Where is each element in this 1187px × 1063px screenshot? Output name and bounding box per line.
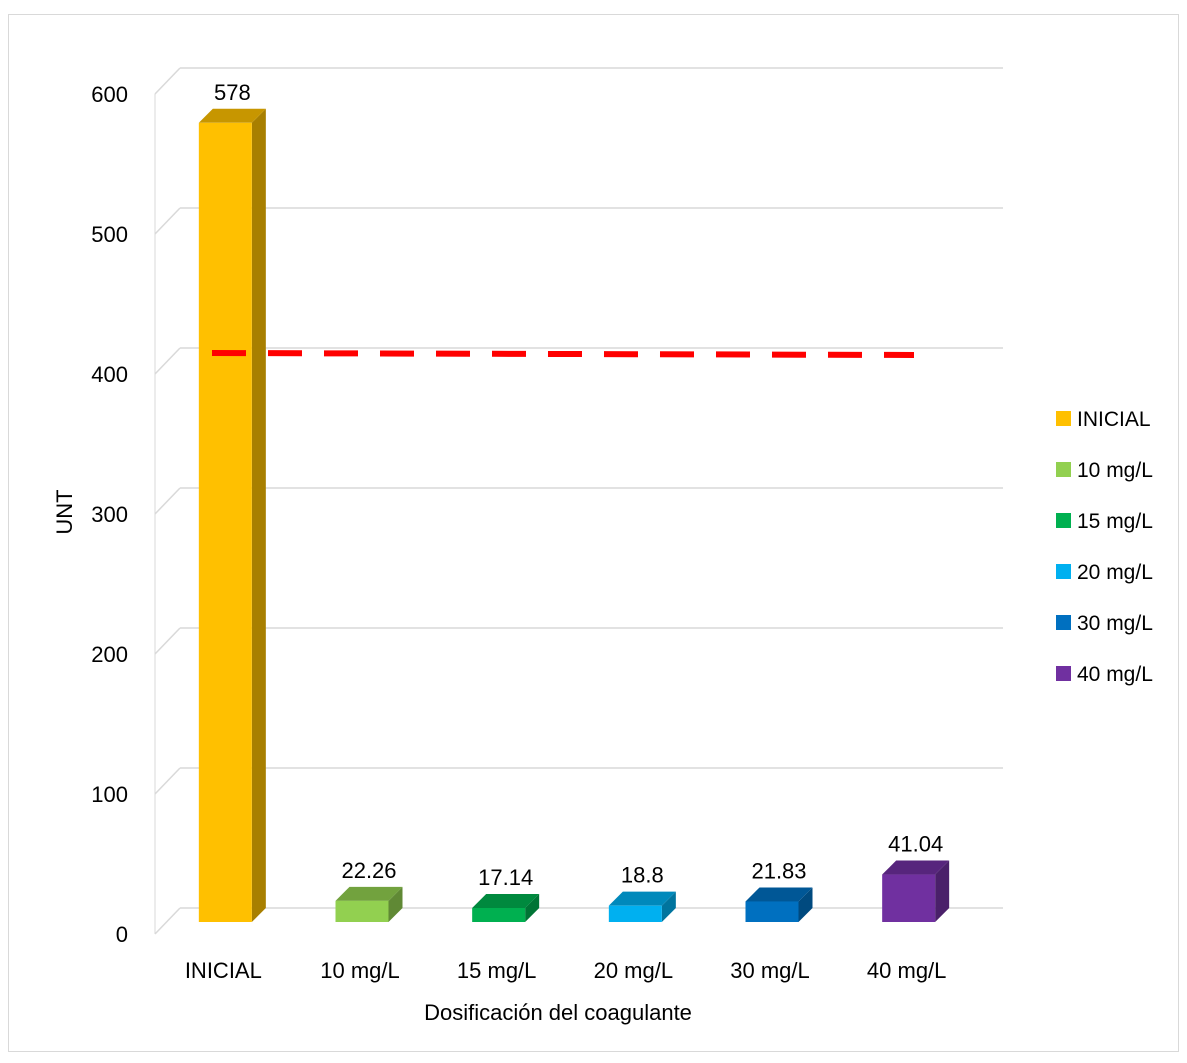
gridline-diagonal	[154, 207, 181, 235]
bar-top	[472, 894, 540, 909]
gridline-diagonal	[154, 627, 181, 655]
category-labels: INICIAL 10 mg/L 15 mg/L 20 mg/L 30 mg/L 40 mg…	[185, 958, 947, 983]
data-label: 17.14	[478, 865, 533, 890]
y-axis-title: UNT	[52, 489, 77, 534]
data-label: 22.26	[341, 858, 396, 883]
legend-swatch	[1056, 462, 1071, 477]
legend-label: 30 mg/L	[1077, 612, 1153, 635]
bar-front	[882, 874, 936, 922]
gridline-diagonal	[154, 907, 181, 935]
category-label: 20 mg/L	[594, 958, 674, 983]
bars	[198, 108, 950, 923]
bar-5	[882, 860, 950, 922]
category-label: 10 mg/L	[320, 958, 400, 983]
bar-0	[198, 108, 266, 923]
legend-swatch	[1056, 411, 1071, 426]
bar-2	[472, 894, 540, 922]
legend-label: INICIAL	[1077, 408, 1151, 431]
data-labels: 578 22.26 17.14 18.8 21.83 41.04	[214, 80, 943, 890]
legend-swatch	[1056, 564, 1071, 579]
bar-top	[882, 860, 950, 875]
legend-swatch	[1056, 513, 1071, 528]
category-label: INICIAL	[185, 958, 262, 983]
legend-label: 40 mg/L	[1077, 663, 1153, 686]
bar-top	[335, 886, 403, 901]
legend-label: 20 mg/L	[1077, 561, 1153, 584]
category-label: 30 mg/L	[730, 958, 810, 983]
y-tick-label: 500	[91, 222, 128, 247]
y-tick-label: 100	[91, 782, 128, 807]
legend-swatch	[1056, 666, 1071, 681]
bar-top	[608, 891, 676, 906]
bar-side	[251, 108, 266, 923]
data-label: 578	[214, 80, 251, 105]
bar-side	[388, 886, 403, 922]
data-label: 18.8	[621, 863, 664, 888]
bar-1	[335, 886, 403, 922]
bar-front	[335, 900, 389, 922]
bar-side	[798, 887, 813, 922]
category-label: 15 mg/L	[457, 958, 537, 983]
bar-front	[745, 901, 799, 922]
bar-front	[198, 122, 252, 923]
gridline-diagonal	[154, 67, 181, 95]
y-tick-label: 0	[116, 922, 128, 947]
gridlines	[154, 67, 1003, 935]
bar-side	[525, 894, 540, 922]
bar-top	[745, 887, 813, 902]
y-tick-label: 600	[91, 82, 128, 107]
gridline-diagonal	[154, 487, 181, 515]
bar-side	[661, 891, 676, 922]
reference-line	[211, 350, 915, 358]
bar-front	[472, 908, 526, 922]
x-axis-title: Dosificación del coagulante	[424, 1000, 692, 1025]
y-tick-label: 400	[91, 362, 128, 387]
legend: INICIAL 10 mg/L 15 mg/L 20 mg/L 30 mg/L 40 mg…	[1056, 408, 1153, 686]
reference-line-group	[211, 350, 915, 358]
data-label: 41.04	[888, 832, 943, 857]
y-tick-label: 300	[91, 502, 128, 527]
legend-label: 15 mg/L	[1077, 510, 1153, 533]
bar-side	[935, 860, 950, 922]
gridline-diagonal	[154, 347, 181, 375]
category-label: 40 mg/L	[867, 958, 947, 983]
y-tick-labels: 0 100 200 300 400 500 600	[91, 82, 128, 947]
y-tick-label: 200	[91, 642, 128, 667]
bar-3	[608, 891, 676, 922]
bar-front	[608, 905, 662, 922]
gridline-diagonal	[154, 767, 181, 795]
legend-label: 10 mg/L	[1077, 459, 1153, 482]
bar-4	[745, 887, 813, 922]
data-label: 21.83	[751, 858, 806, 883]
legend-swatch	[1056, 615, 1071, 630]
bar-top	[198, 108, 266, 123]
chart-frame	[8, 14, 1179, 1052]
